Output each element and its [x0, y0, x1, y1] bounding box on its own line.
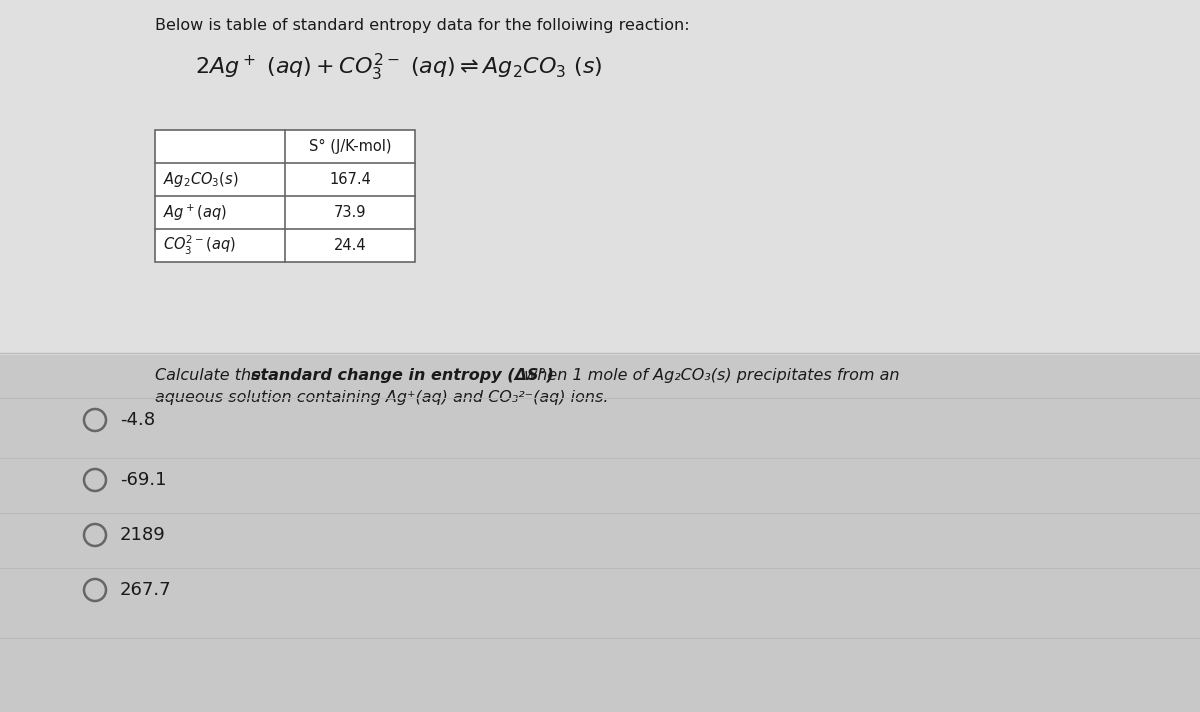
- Text: aqueous solution containing Ag⁺(aq) and CO₃²⁻(aq) ions.: aqueous solution containing Ag⁺(aq) and …: [155, 390, 608, 405]
- Text: 267.7: 267.7: [120, 581, 172, 599]
- Bar: [155, 130, 415, 262]
- Text: $CO_3^{2-}(aq)$: $CO_3^{2-}(aq)$: [163, 234, 235, 257]
- Text: $\mathit{2Ag^+\ (aq) + CO_3^{2-}\ (aq) \rightleftharpoons Ag_2CO_3\ (s)}$: $\mathit{2Ag^+\ (aq) + CO_3^{2-}\ (aq) \…: [194, 52, 602, 83]
- Text: Calculate the: Calculate the: [155, 368, 266, 383]
- Text: Below is table of standard entropy data for the folloiwing reaction:: Below is table of standard entropy data …: [155, 18, 690, 33]
- Text: S° (J/K-mol): S° (J/K-mol): [308, 139, 391, 154]
- Text: 73.9: 73.9: [334, 205, 366, 220]
- Text: $Ag_2CO_3(s)$: $Ag_2CO_3(s)$: [163, 170, 239, 189]
- Text: 167.4: 167.4: [329, 172, 371, 187]
- Text: $Ag^+(aq)$: $Ag^+(aq)$: [163, 202, 227, 223]
- Text: 2189: 2189: [120, 526, 166, 544]
- Text: 24.4: 24.4: [334, 238, 366, 253]
- Text: -69.1: -69.1: [120, 471, 167, 489]
- Text: -4.8: -4.8: [120, 411, 155, 429]
- Bar: [0, 0, 1200, 355]
- Text: when 1 mole of Ag₂CO₃(s) precipitates from an: when 1 mole of Ag₂CO₃(s) precipitates fr…: [520, 368, 900, 383]
- Text: standard change in entropy (ΔS°): standard change in entropy (ΔS°): [251, 368, 554, 383]
